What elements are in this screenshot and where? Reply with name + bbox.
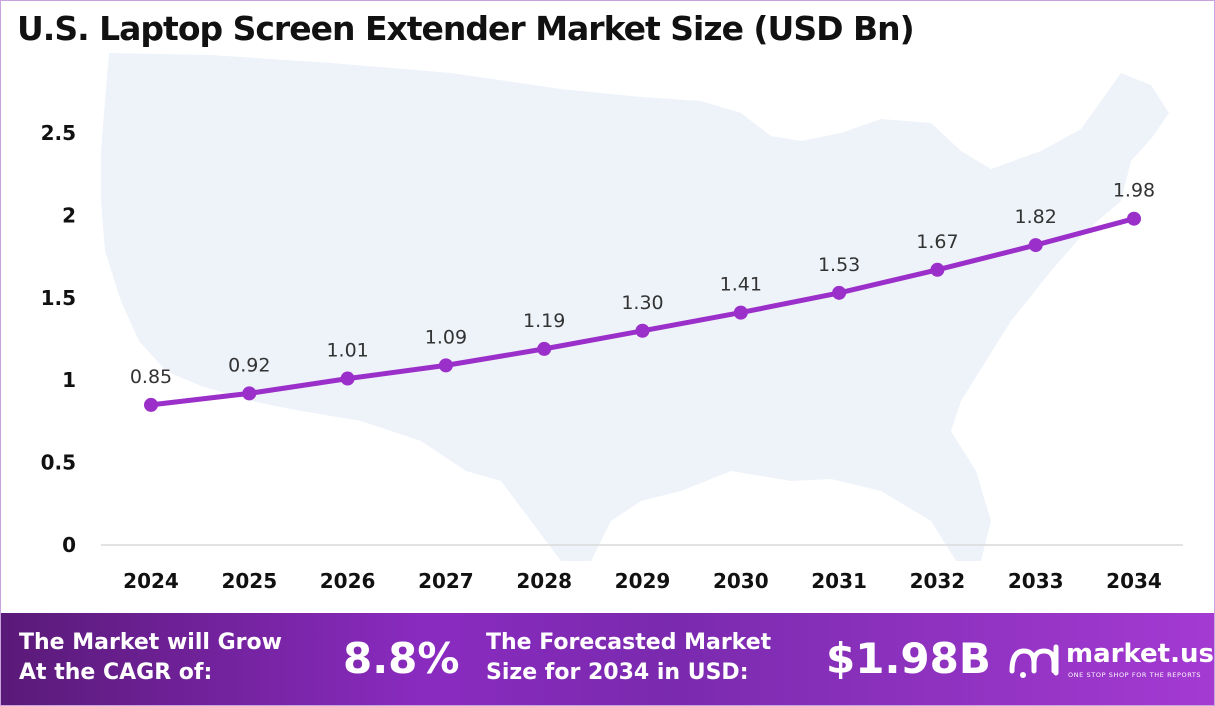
data-label: 1.53 bbox=[818, 254, 860, 276]
x-tick-label: 2025 bbox=[221, 569, 277, 593]
brand-name: market.us bbox=[1066, 639, 1214, 669]
x-tick-label: 2026 bbox=[320, 569, 376, 593]
y-tick-label: 1 bbox=[62, 368, 76, 392]
cagr-label: The Market will Grow At the CAGR of: bbox=[19, 628, 282, 688]
y-tick-label: 2 bbox=[62, 203, 76, 227]
chart-canvas: 0 0.5 1 1.5 2 2.5 2024 2025 2026 2027 2028 2029 203… bbox=[41, 53, 1183, 593]
x-tick-label: 2029 bbox=[615, 569, 671, 593]
data-markers bbox=[144, 211, 1141, 412]
data-point bbox=[733, 305, 748, 320]
market-us-logo-icon bbox=[1009, 644, 1059, 678]
y-tick-label: 2.5 bbox=[41, 121, 76, 145]
chart-title: U.S. Laptop Screen Extender Market Size … bbox=[17, 9, 915, 48]
forecast-label-line1: The Forecasted Market bbox=[486, 630, 772, 655]
x-tick-label: 2034 bbox=[1106, 569, 1162, 593]
data-label: 1.82 bbox=[1015, 206, 1057, 228]
data-point bbox=[242, 386, 257, 401]
y-tick-label: 0 bbox=[62, 533, 76, 557]
data-label: 0.92 bbox=[228, 354, 270, 376]
y-tick-label: 1.5 bbox=[41, 286, 76, 310]
x-tick-label: 2031 bbox=[811, 569, 867, 593]
data-point bbox=[537, 341, 552, 356]
data-label: 0.85 bbox=[130, 366, 172, 388]
data-point bbox=[340, 371, 355, 386]
data-label: 1.01 bbox=[326, 340, 368, 362]
cagr-label-line2: At the CAGR of: bbox=[19, 660, 213, 685]
data-point bbox=[144, 397, 158, 412]
data-point bbox=[635, 323, 650, 338]
data-labels: 0.85 0.92 1.01 1.09 1.19 1.30 1.41 1.53 1.67 1.82… bbox=[130, 180, 1155, 388]
cagr-label-line1: The Market will Grow bbox=[19, 630, 282, 655]
cagr-value: 8.8% bbox=[343, 634, 460, 683]
data-point bbox=[930, 262, 945, 277]
x-axis: 2024 2025 2026 2027 2028 2029 2030 2031 2032 2033… bbox=[123, 569, 1162, 593]
data-point bbox=[832, 285, 847, 300]
forecast-value: $1.98B bbox=[826, 634, 991, 683]
y-axis: 0 0.5 1 1.5 2 2.5 bbox=[41, 121, 76, 557]
x-tick-label: 2032 bbox=[910, 569, 966, 593]
y-tick-label: 0.5 bbox=[41, 451, 76, 475]
x-tick-label: 2024 bbox=[123, 569, 179, 593]
brand-logo: market.us ONE STOP SHOP FOR THE REPORTS bbox=[1006, 637, 1214, 687]
brand-tagline: ONE STOP SHOP FOR THE REPORTS bbox=[1068, 671, 1202, 679]
x-tick-label: 2030 bbox=[713, 569, 769, 593]
data-label: 1.09 bbox=[425, 326, 467, 348]
data-label: 1.98 bbox=[1113, 180, 1155, 202]
data-label: 1.19 bbox=[523, 310, 565, 332]
forecast-label: The Forecasted Market Size for 2034 in U… bbox=[486, 628, 771, 688]
data-label: 1.30 bbox=[621, 292, 663, 314]
x-tick-label: 2027 bbox=[418, 569, 474, 593]
forecast-label-line2: Size for 2034 in USD: bbox=[486, 660, 749, 685]
data-point bbox=[1127, 211, 1141, 226]
x-tick-label: 2033 bbox=[1008, 569, 1064, 593]
summary-footer: The Market will Grow At the CAGR of: 8.8… bbox=[1, 613, 1214, 705]
x-tick-label: 2028 bbox=[516, 569, 572, 593]
data-label: 1.41 bbox=[720, 274, 762, 296]
data-point bbox=[1028, 238, 1043, 253]
data-label: 1.67 bbox=[916, 231, 958, 253]
us-map-silhouette bbox=[101, 53, 1169, 561]
data-point bbox=[438, 358, 453, 373]
